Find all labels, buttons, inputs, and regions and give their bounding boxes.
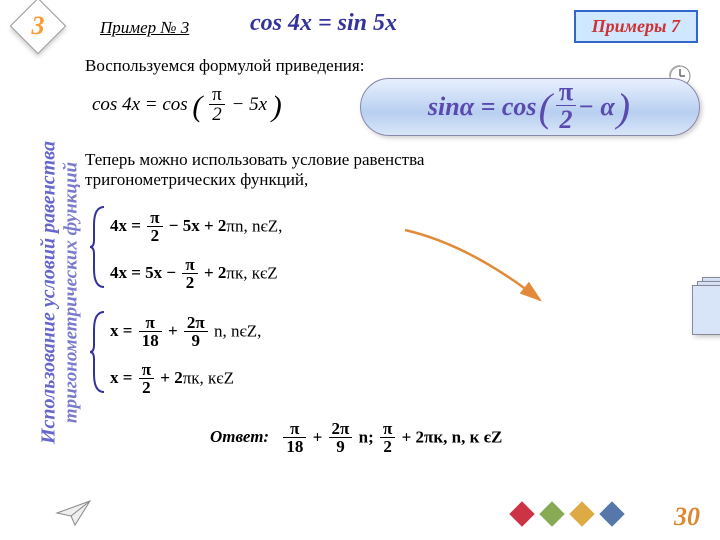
s2r1n2: 2π [184,314,208,332]
s2r2d: 2 [139,379,154,398]
s1r1pi: π [147,209,162,227]
reduction-formula: sinα = cos ( π2 − α ) [360,78,700,136]
sys2-row2: x = π2 + 2πк, кєZ [110,361,261,398]
formula-tail: − α [578,92,615,122]
s1r1a: 4x = [110,216,145,235]
ans-n3: π [380,420,395,438]
s1r1c: πn, nєZ, [226,216,282,235]
s1r1d: 2 [147,227,162,246]
examples-button[interactable]: Примеры 7 [574,10,698,43]
system2-eqs: x = π18 + 2π9 n, nєZ, x = π2 + 2πк, кєZ [110,314,261,407]
s1r2pi: π [182,256,197,274]
formula-den: 2 [556,106,576,135]
sidebar-line2: тригонометрических функций [61,83,83,503]
eq1-tail: − 5x [232,94,268,115]
equation-1: cos 4x = cos ( π2 − 5x ) [92,85,282,126]
badge-number: 3 [18,6,58,46]
s1r2c: πк, кєZ [226,263,277,282]
sys2-row1: x = π18 + 2π9 n, nєZ, [110,314,261,351]
s2r1t: n, nєZ, [214,321,261,340]
sys1-row1: 4x = π2 − 5x + 2πn, nєZ, [110,209,282,246]
ans-d3: 2 [380,438,395,457]
eq1-den: 2 [209,105,225,126]
diamond-1 [509,501,534,526]
answer-label: Ответ: [210,427,269,446]
sidebar-line1: Использование условий равенства [38,141,60,444]
diamond-4 [599,501,624,526]
s2r2a: x = [110,368,137,387]
diamond-3 [569,501,594,526]
ans-d2: 9 [329,438,353,457]
sidebar-title: Использование условий равенства тригоном… [38,83,83,503]
s2r1d2: 9 [184,332,208,351]
eq1-pi: π [209,85,225,105]
slide-number-badge: 3 [18,6,58,46]
example-label: Пример № 3 [100,18,189,38]
s2r2pi: π [139,361,154,379]
page-number: 30 [674,502,700,532]
ans-tail: + 2πк, n, к єZ [402,427,503,446]
stack-layer-3: x = ±y + 2πn [692,285,720,335]
s2r2c: πк, кєZ [183,368,234,387]
s1r2a: 4x = 5x − [110,263,180,282]
s2r1p: + [168,321,182,340]
arrow-icon [400,225,560,315]
main-equation: cos 4x = sin 5x [250,10,397,37]
s2r1n1: π [139,314,162,332]
s2r1d1: 18 [139,332,162,351]
eq1-left: cos 4x = cos [92,94,188,115]
paper-plane-icon [55,498,95,528]
ans-mid: n; [359,427,378,446]
formula-left: sinα = cos [428,92,537,122]
s1r1b: − 5x + 2 [169,216,227,235]
intro-text-1: Воспользуемся формулой приведения: [85,56,364,76]
formula-pi: π [556,79,576,106]
s2r2b: + 2 [160,368,182,387]
ans-p1: + [313,427,327,446]
ans-n1: π [283,420,306,438]
brace-icon [90,310,108,394]
system1-eqs: 4x = π2 − 5x + 2πn, nєZ, 4x = 5x − π2 + … [110,209,282,302]
ans-n2: 2π [329,420,353,438]
decorative-diamonds [509,505,625,528]
brace-icon [90,205,108,289]
diamond-2 [539,501,564,526]
answer-line: Ответ: π18 + 2π9 n; π2 + 2πк, n, к єZ [210,420,502,457]
s1r2b: + 2 [204,263,226,282]
intro-text-2: Теперь можно использовать условие равенс… [85,150,565,190]
s2r1a: x = [110,321,137,340]
s1r2d: 2 [182,274,197,293]
sys1-row2: 4x = 5x − π2 + 2πк, кєZ [110,256,282,293]
ans-d1: 18 [283,438,306,457]
